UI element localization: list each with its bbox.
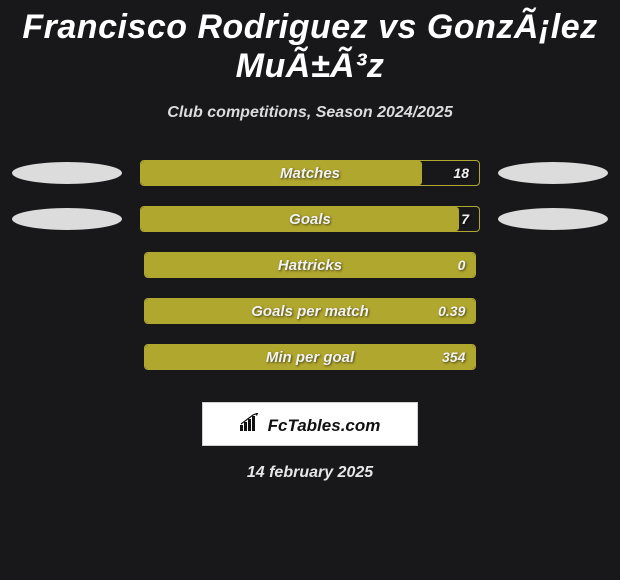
stat-value: 0	[458, 253, 466, 277]
stat-rows: Matches18 Goals7 Hattricks0 Goals per match…	[0, 150, 620, 380]
stat-row: Hattricks0	[0, 242, 620, 288]
stat-value: 0.39	[438, 299, 465, 323]
date: 14 february 2025	[0, 464, 620, 482]
stat-bar: Matches18	[140, 160, 480, 186]
ellipse-placeholder	[494, 346, 602, 368]
stat-bar: Min per goal354	[144, 344, 477, 370]
stat-bar: Hattricks0	[144, 252, 477, 278]
stat-label: Goals per match	[145, 299, 476, 323]
stat-row: Goals7	[0, 196, 620, 242]
ellipse-placeholder	[18, 346, 126, 368]
stat-row: Min per goal354	[0, 334, 620, 380]
logo-box: FcTables.com	[202, 402, 418, 446]
player-right-ellipse	[498, 162, 608, 184]
stat-value: 18	[453, 161, 469, 185]
logo: FcTables.com	[240, 413, 381, 436]
stat-bar: Goals per match0.39	[144, 298, 477, 324]
stat-label: Matches	[141, 161, 479, 185]
logo-text: FcTables.com	[268, 416, 381, 436]
ellipse-placeholder	[494, 254, 602, 276]
ellipse-placeholder	[18, 300, 126, 322]
ellipse-placeholder	[494, 300, 602, 322]
stat-value: 354	[442, 345, 465, 369]
stat-row: Goals per match0.39	[0, 288, 620, 334]
stat-bar: Goals7	[140, 206, 480, 232]
ellipse-placeholder	[18, 254, 126, 276]
player-left-ellipse	[12, 162, 122, 184]
subtitle: Club competitions, Season 2024/2025	[0, 104, 620, 122]
stat-label: Min per goal	[145, 345, 476, 369]
bar-chart-icon	[240, 413, 262, 431]
stat-row: Matches18	[0, 150, 620, 196]
stat-label: Hattricks	[145, 253, 476, 277]
page-title: Francisco Rodriguez vs GonzÃ¡lez MuÃ±Ã³z	[0, 0, 620, 86]
stat-value: 7	[461, 207, 469, 231]
player-left-ellipse	[12, 208, 122, 230]
stat-label: Goals	[141, 207, 479, 231]
player-right-ellipse	[498, 208, 608, 230]
